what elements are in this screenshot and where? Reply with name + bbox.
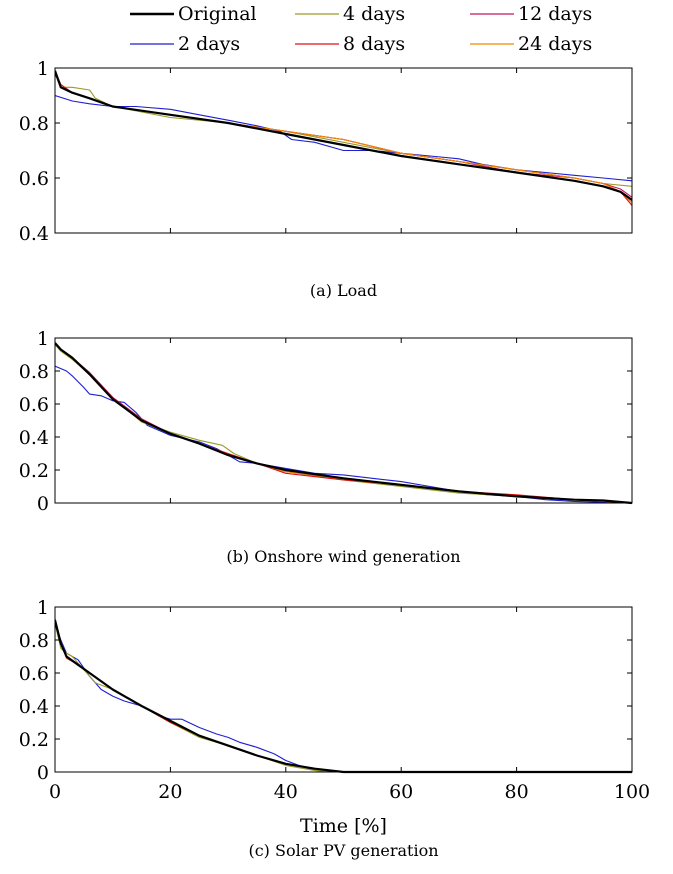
legend-item: 2 days [130,33,240,55]
panels: 0.4 0.6 0.8 1 (a) Load 0 0.2 0.4 0.6 0.8 1 (b) Onsh… [19,58,650,860]
panel-caption: (a) Load [310,281,377,300]
legend-label: 8 days [343,33,405,55]
x-tick-label: 40 [274,781,298,803]
x-tick-label: 80 [505,781,529,803]
series-line-24-days [55,70,632,204]
axes-frame [54,67,633,234]
series-line-2-days [55,94,632,182]
series-group [55,618,632,774]
series-line-8-days [55,618,632,773]
legend-label: 24 days [518,33,592,55]
series-line-2-days [55,623,632,773]
chart-panel: 0 0.2 0.4 0.6 0.8 1 (b) Onshore wind generatio… [19,328,633,566]
y-tick-label: 0.6 [19,168,49,190]
series-line-4-days [55,623,632,773]
axes-frame [54,337,633,504]
y-tick-label: 0 [37,762,49,784]
x-tick-label: 100 [614,781,650,803]
legend-item: Original [130,3,257,25]
series-line-original [55,342,632,505]
series-group [55,70,632,206]
series-line-4-days [55,73,632,187]
series-line-2-days [55,365,632,504]
y-tick-label: 1 [37,58,49,80]
series-line-24-days [55,620,632,773]
legend-item: 12 days [470,3,592,25]
legend-label: 12 days [518,3,592,25]
y-tick-label: 0.8 [19,113,49,135]
legend-label: 4 days [343,3,405,25]
series-line-original [55,619,632,774]
legend-item: 4 days [295,3,405,25]
y-tick-label: 1 [37,597,49,619]
x-tick-label: 0 [49,781,61,803]
x-axis-label: Time [%] [300,815,387,837]
chart-panel: 0.4 0.6 0.8 1 (a) Load [19,58,633,300]
x-tick-label: 60 [389,781,413,803]
y-tick-label: 1 [37,328,49,350]
axes-frame [54,606,633,773]
panel-caption: (c) Solar PV generation [248,841,438,860]
series-line-original [55,70,632,201]
series-line-12-days [55,73,632,198]
chart-panel: 0 0.2 0.4 0.6 0.8 1 0 20 40 60 80 100 Time [%] (c) So… [19,597,650,860]
y-tick-label: 0.4 [19,223,49,245]
legend-item: 24 days [470,33,592,55]
y-tick-label: 0.8 [19,630,49,652]
y-tick-label: 0.6 [19,394,49,416]
series-group [55,342,632,505]
panel-caption: (b) Onshore wind generation [226,547,460,566]
legend-item: 8 days [295,33,405,55]
legend-label: 2 days [178,33,240,55]
y-tick-label: 0.2 [19,460,49,482]
y-tick-label: 0.8 [19,361,49,383]
y-tick-label: 0 [37,493,49,515]
y-tick-label: 0.4 [19,427,49,449]
y-tick-label: 0.2 [19,729,49,751]
series-line-8-days [55,70,632,206]
series-line-12-days [55,620,632,773]
legend-label: Original [178,3,257,25]
y-tick-label: 0.6 [19,663,49,685]
y-tick-label: 0.4 [19,696,49,718]
legend: Original 4 days 12 days 2 days 8 days 24 days [130,3,592,55]
x-tick-label: 20 [158,781,182,803]
